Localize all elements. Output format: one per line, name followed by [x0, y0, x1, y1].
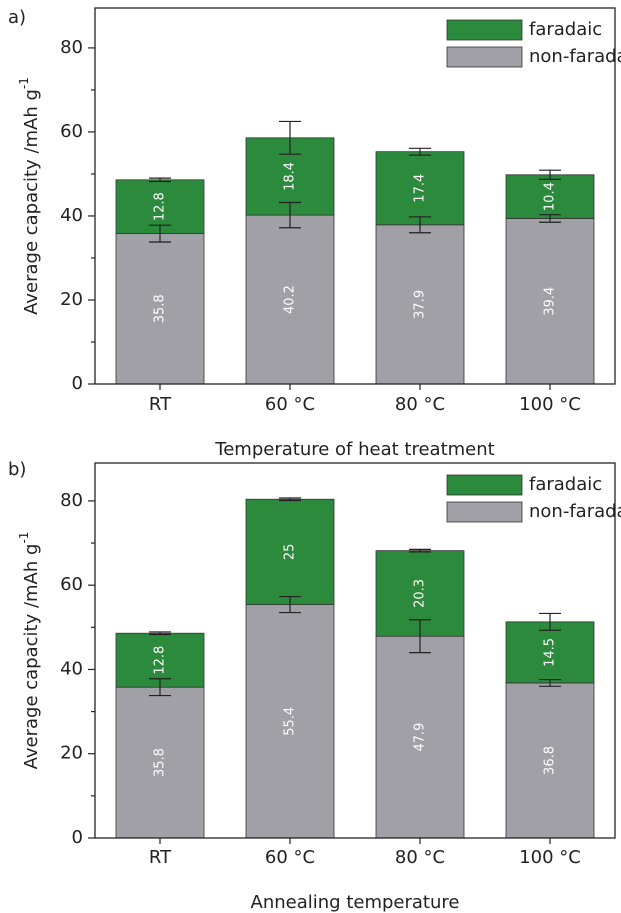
y-axis-label: Average capacity /mAh g-1	[17, 77, 43, 315]
value-label: 12.8	[153, 192, 168, 221]
error-bar	[279, 201, 301, 229]
y-tick-label: 0	[72, 373, 83, 394]
error-bar	[409, 216, 431, 234]
x-tick-label: 100 °C	[519, 847, 581, 868]
bar-segment	[245, 498, 335, 605]
error-bar	[279, 595, 301, 614]
y-axis-label-sup: -1	[17, 532, 31, 544]
x-tick-label: 80 °C	[395, 394, 445, 415]
error-bar	[409, 619, 431, 654]
error-bar	[539, 678, 561, 687]
value-label: 12.8	[153, 646, 168, 675]
x-axis-label: Annealing temperature	[251, 892, 460, 913]
plot-frame	[94, 462, 616, 839]
legend-swatch	[446, 501, 523, 523]
value-label: 36.8	[543, 746, 558, 775]
y-axis-label: Average capacity /mAh g-1	[17, 532, 43, 770]
value-label: 20.3	[413, 579, 428, 608]
y-tick-label: 20	[60, 743, 83, 764]
error-bar	[409, 147, 431, 156]
x-tick-label: 60 °C	[265, 394, 315, 415]
bar-segment	[115, 233, 205, 385]
y-tick-label: 40	[60, 205, 83, 226]
bar-segment	[505, 682, 595, 839]
value-label: 39.4	[543, 287, 558, 316]
legend-swatch	[446, 19, 523, 41]
value-label: 17.4	[413, 174, 428, 203]
bar-segment	[505, 174, 595, 219]
value-label: 18.4	[283, 162, 298, 191]
value-label: 10.4	[543, 182, 558, 211]
x-tick-label: 80 °C	[395, 847, 445, 868]
error-bar	[539, 214, 561, 223]
value-label: 47.9	[413, 723, 428, 752]
y-tick-label: 40	[60, 658, 83, 679]
x-tick-label: 100 °C	[519, 394, 581, 415]
legend-label: faradaic	[529, 19, 602, 40]
bar-segment	[115, 686, 205, 839]
y-tick-label: 60	[60, 574, 83, 595]
y-tick-label: 20	[60, 289, 83, 310]
legend-label: faradaic	[529, 474, 602, 495]
legend-swatch	[446, 474, 523, 496]
value-label: 14.5	[543, 638, 558, 667]
legend-swatch	[446, 46, 523, 68]
x-axis-label: Temperature of heat treatment	[214, 439, 494, 460]
bar-segment	[245, 604, 335, 839]
x-tick-label: 60 °C	[265, 847, 315, 868]
x-tick-label: RT	[149, 394, 172, 415]
error-bar	[409, 548, 431, 553]
value-label: 35.8	[153, 294, 168, 323]
plot-frame	[94, 7, 616, 385]
error-bar	[149, 224, 171, 243]
value-label: 35.8	[153, 748, 168, 777]
y-tick-label: 80	[60, 37, 83, 58]
y-tick-label: 80	[60, 490, 83, 511]
panel-label: a)	[8, 7, 26, 28]
value-label: 40.2	[283, 285, 298, 314]
error-bar	[149, 177, 171, 183]
y-tick-label: 60	[60, 121, 83, 142]
x-tick-label: RT	[149, 847, 172, 868]
y-axis-label-main: Average capacity /mAh g	[21, 544, 42, 770]
legend-label: non-faradaic	[529, 501, 621, 522]
panel-label: b)	[8, 459, 26, 480]
value-label: 55.4	[283, 707, 298, 736]
legend-label: non-faradaic	[529, 46, 621, 67]
error-bar	[539, 612, 561, 631]
error-bar	[279, 497, 301, 502]
value-label: 37.9	[413, 290, 428, 319]
error-bar	[539, 169, 561, 181]
bar-segment	[505, 621, 595, 684]
y-axis-label-sup: -1	[17, 77, 31, 89]
error-bar	[149, 678, 171, 697]
value-label: 25	[283, 544, 298, 561]
error-bar	[149, 631, 171, 636]
error-bar	[279, 120, 301, 155]
y-tick-label: 0	[72, 827, 83, 848]
y-axis-label-main: Average capacity /mAh g	[21, 89, 42, 315]
